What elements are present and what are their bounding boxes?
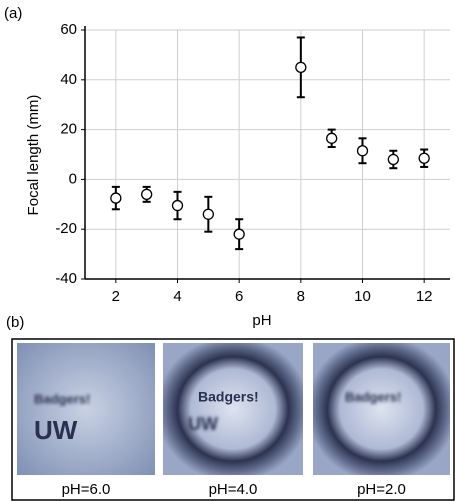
point [233,228,245,240]
y-tick-label: 0 [69,170,77,187]
x-tick-label: 6 [235,288,243,305]
point [295,61,307,73]
point [141,188,153,200]
x-tick-label: 4 [173,288,181,305]
point [171,199,184,212]
x-tick-label: 8 [297,288,305,305]
panel-label: (b) [6,314,24,331]
y-tick-label: 60 [60,21,77,38]
panel-frame [11,338,455,501]
x-tick-label: 10 [354,288,371,305]
x-tick-label: 12 [416,288,433,305]
photo-text: UW [188,414,218,434]
photo-caption: pH=6.0 [62,481,111,498]
point [418,152,430,164]
plot: -40 -20 0 20 40 60 2 4 6 8 10 12 [55,21,450,305]
point [326,132,338,144]
y-tick-label: -20 [55,220,77,237]
photos: UW Badgers! pH=6.0 Badgers! UW pH=4.0 Badgers!… [17,343,450,498]
point [110,192,122,204]
x-tick-label: 2 [112,288,120,305]
point [387,153,399,166]
photo-caption: pH=4.0 [209,481,258,498]
point [356,145,369,157]
x-axis-label: pH [252,312,271,329]
panel-label: (a) [4,5,22,22]
photo-caption: pH=2.0 [357,481,406,498]
y-tick-label: 20 [60,121,77,138]
photo-text: UW [34,415,78,445]
y-tick-label: 40 [60,71,77,88]
photo [17,343,155,475]
photo-text: Badgers! [345,389,401,404]
point [202,208,214,220]
y-axis-label: Focal length (mm) [25,95,42,216]
photo [163,343,303,475]
photo-text: Badgers! [198,389,259,405]
photo [313,343,450,475]
y-tick-label: -40 [55,270,77,287]
photo-text: Badgers! [34,391,90,406]
